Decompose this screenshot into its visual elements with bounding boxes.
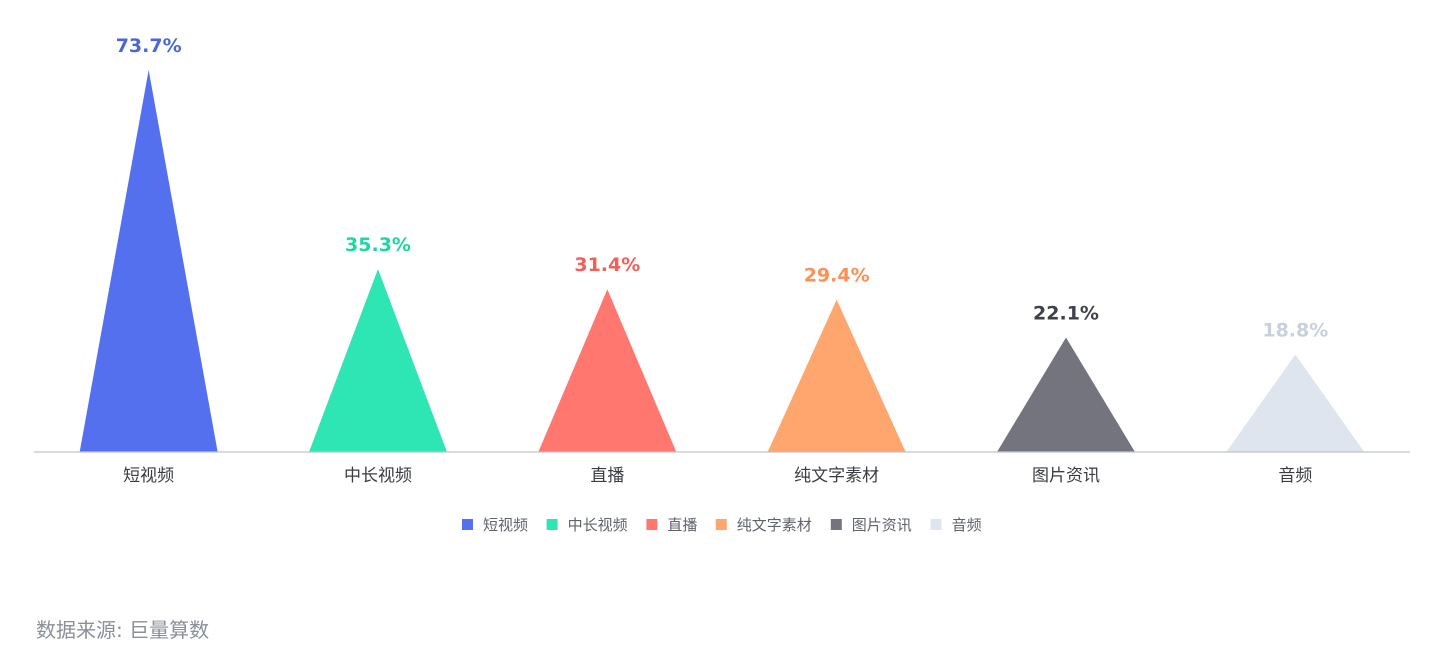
x-tick-label-1: 短视频 xyxy=(123,466,174,486)
x-tick-label-2: 中长视频 xyxy=(344,466,412,486)
triangle-bar-4 xyxy=(767,299,906,452)
triangle-bar-5 xyxy=(997,337,1135,452)
value-label-1: 73.7% xyxy=(116,35,182,57)
legend-label-5: 图片资讯 xyxy=(852,516,912,534)
legend-swatch-1 xyxy=(462,519,473,530)
value-labels: 73.7% 35.3% 31.4% 29.4% 22.1% 18.8% xyxy=(116,35,1329,342)
x-tick-label-3: 直播 xyxy=(590,466,624,486)
triangle-bar-2 xyxy=(309,269,447,452)
value-label-4: 29.4% xyxy=(804,265,870,287)
triangle-bar-3 xyxy=(538,289,677,452)
legend-swatch-3 xyxy=(646,519,658,530)
value-label-6: 18.8% xyxy=(1262,320,1328,342)
legend-swatch-6 xyxy=(930,519,942,530)
legend-label-1: 短视频 xyxy=(483,516,528,534)
legend-swatch-5 xyxy=(830,519,842,530)
x-tick-label-4: 纯文字素材 xyxy=(794,466,879,486)
legend-swatch-2 xyxy=(546,519,558,530)
legend-item-4[interactable]: 纯文字素材 xyxy=(715,516,812,534)
x-tick-label-6: 音频 xyxy=(1278,466,1312,486)
data-source-note: 数据来源: 巨量算数 xyxy=(36,618,210,642)
pictorial-triangle-bar-chart: 73.7%35.3%31.4% 29.4%22.1%18.8% 短视频 中长视频 直播… xyxy=(34,35,1410,534)
value-label-5: 22.1% xyxy=(1033,302,1099,324)
legend: 短视频 中长视频 直播 纯文字素材 图片资讯 音频 xyxy=(462,516,982,534)
legend-label-6: 音频 xyxy=(952,516,982,534)
legend-item-6[interactable]: 音频 xyxy=(930,516,982,534)
legend-label-2: 中长视频 xyxy=(568,516,628,534)
legend-swatch-4 xyxy=(715,519,727,530)
triangle-bars xyxy=(79,70,1365,452)
triangle-bar-1 xyxy=(79,70,218,452)
legend-item-3[interactable]: 直播 xyxy=(646,516,697,534)
legend-label-3: 直播 xyxy=(667,516,697,534)
legend-label-4: 纯文字素材 xyxy=(737,516,812,534)
legend-item-5[interactable]: 图片资讯 xyxy=(830,516,912,534)
value-label-2: 35.3% xyxy=(345,234,411,256)
legend-item-2[interactable]: 中长视频 xyxy=(546,516,628,534)
legend-item-1[interactable]: 短视频 xyxy=(462,516,528,534)
triangle-bar-6 xyxy=(1226,354,1365,452)
x-tick-labels: 短视频 中长视频 直播 纯文字素材 图片资讯 音频 xyxy=(123,466,1312,486)
x-tick-label-5: 图片资讯 xyxy=(1032,466,1100,486)
value-label-3: 31.4% xyxy=(574,254,640,276)
